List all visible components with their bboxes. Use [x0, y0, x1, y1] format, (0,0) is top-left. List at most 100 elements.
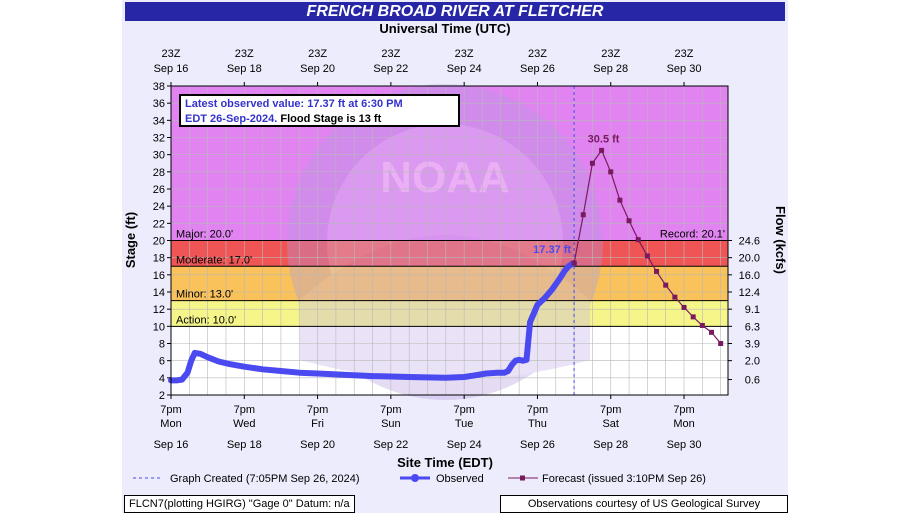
bottom-tick-date: Sep 28	[593, 439, 628, 451]
record-label: Record: 20.1'	[660, 229, 725, 241]
forecast-point	[663, 282, 669, 288]
forecast-point	[617, 197, 623, 203]
right-tick-label: 9.1	[745, 304, 760, 316]
chart-title: FRENCH BROAD RIVER AT FLETCHER	[125, 2, 785, 21]
top-tick-date: Sep 16	[154, 63, 189, 75]
left-axis-title: Stage (ft)	[123, 212, 138, 268]
bottom-tick-day: Mon	[673, 418, 694, 430]
top-axis-title: Universal Time (UTC)	[379, 21, 510, 36]
flood-label-0: Action: 10.0'	[176, 314, 236, 326]
right-tick-label: 2.0	[745, 356, 760, 368]
bottom-tick-date: Sep 18	[227, 439, 262, 451]
latest-observed-line1: Latest observed value: 17.37 ft at 6:30 …	[185, 98, 403, 110]
flood-stage-text: Flood Stage is 13 ft	[277, 113, 382, 125]
right-tick-label: 6.3	[745, 321, 760, 333]
right-tick-label: 12.4	[739, 287, 760, 299]
forecast-point	[672, 294, 678, 300]
forecast-point	[571, 260, 577, 266]
left-tick-label: 26	[153, 184, 165, 196]
bottom-tick-date: Sep 22	[373, 439, 408, 451]
chart-series	[168, 147, 724, 384]
forecast-point	[718, 341, 724, 346]
left-tick-label: 38	[153, 81, 165, 93]
left-tick-label: 12	[153, 304, 165, 316]
latest-observed-box: Latest observed value: 17.37 ft at 6:30 …	[179, 94, 460, 127]
top-tick-hour: 23Z	[528, 48, 547, 60]
top-tick-hour: 23Z	[308, 48, 327, 60]
chart-axes: 24681012141618202224262830323436380.62.0…	[153, 48, 760, 451]
forecast-point	[644, 253, 650, 259]
flood-band-0	[171, 300, 728, 327]
legend-forecast: Forecast (issued 3:10PM Sep 26)	[542, 473, 706, 485]
flood-band-2	[171, 240, 728, 267]
left-tick-label: 30	[153, 150, 165, 162]
left-tick-label: 22	[153, 218, 165, 230]
left-tick-label: 16	[153, 270, 165, 282]
bottom-tick-day: Thu	[528, 418, 547, 430]
top-tick-hour: 23Z	[235, 48, 254, 60]
legend-graph-created: Graph Created (7:05PM Sep 26, 2024)	[170, 473, 360, 485]
left-tick-label: 4	[159, 373, 165, 385]
svg-text:NOAA: NOAA	[380, 153, 510, 202]
bottom-tick-day: Sun	[381, 418, 401, 430]
observations-credit: Observations courtesy of US Geological S…	[500, 495, 788, 513]
right-tick-label: 3.9	[745, 339, 760, 351]
forecast-point	[699, 322, 705, 328]
left-tick-label: 10	[153, 321, 165, 333]
top-tick-date: Sep 20	[300, 63, 335, 75]
bottom-tick-time: 7pm	[380, 404, 401, 416]
forecast-peak-label: 30.5 ft	[588, 133, 620, 145]
right-tick-label: 16.0	[739, 270, 760, 282]
top-tick-date: Sep 28	[593, 63, 628, 75]
top-tick-date: Sep 24	[447, 63, 482, 75]
forecast-point	[681, 304, 687, 310]
bottom-tick-date: Sep 20	[300, 439, 335, 451]
bottom-tick-day: Fri	[311, 418, 324, 430]
top-tick-hour: 23Z	[601, 48, 620, 60]
observed-value-label: 17.37 ft	[533, 244, 571, 256]
top-tick-hour: 23Z	[162, 48, 181, 60]
chart-legend: Graph Created (7:05PM Sep 26, 2024) Obse…	[133, 473, 706, 485]
left-tick-label: 8	[159, 339, 165, 351]
left-tick-label: 34	[153, 115, 165, 127]
top-tick-date: Sep 22	[373, 63, 408, 75]
bottom-tick-time: 7pm	[453, 404, 474, 416]
forecast-point	[690, 314, 696, 320]
right-tick-label: 20.0	[739, 253, 760, 265]
latest-observed-date: EDT 26-Sep-2024.	[185, 113, 278, 125]
flood-label-2: Moderate: 17.0'	[176, 254, 252, 266]
left-tick-label: 20	[153, 236, 165, 248]
forecast-point	[589, 160, 595, 166]
legend-observed: Observed	[436, 473, 484, 485]
right-tick-label: 0.6	[745, 375, 760, 387]
bottom-tick-date: Sep 30	[667, 439, 702, 451]
right-axis-title: Flow (kcfs)	[773, 206, 788, 274]
bottom-tick-time: 7pm	[234, 404, 255, 416]
left-tick-label: 32	[153, 133, 165, 145]
forecast-point	[709, 329, 715, 335]
left-tick-label: 2	[159, 390, 165, 402]
flood-label-3: Major: 20.0'	[176, 229, 233, 241]
bottom-tick-time: 7pm	[527, 404, 548, 416]
left-tick-label: 28	[153, 167, 165, 179]
forecast-point	[580, 212, 586, 218]
left-tick-label: 18	[153, 253, 165, 265]
forecast-point	[626, 218, 632, 224]
top-tick-date: Sep 18	[227, 63, 262, 75]
left-tick-label: 6	[159, 356, 165, 368]
bottom-tick-time: 7pm	[307, 404, 328, 416]
bottom-tick-time: 7pm	[673, 404, 694, 416]
left-tick-label: 36	[153, 98, 165, 110]
top-tick-hour: 23Z	[675, 48, 694, 60]
bottom-axis-title: Site Time (EDT)	[397, 455, 493, 470]
bottom-tick-time: 7pm	[600, 404, 621, 416]
left-tick-label: 24	[153, 201, 165, 213]
forecast-point	[654, 268, 660, 274]
observed-line	[168, 260, 578, 384]
flood-label-1: Minor: 13.0'	[176, 289, 233, 301]
top-tick-hour: 23Z	[381, 48, 400, 60]
bottom-tick-day: Mon	[160, 418, 181, 430]
bottom-tick-date: Sep 26	[520, 439, 555, 451]
forecast-point	[608, 169, 614, 175]
